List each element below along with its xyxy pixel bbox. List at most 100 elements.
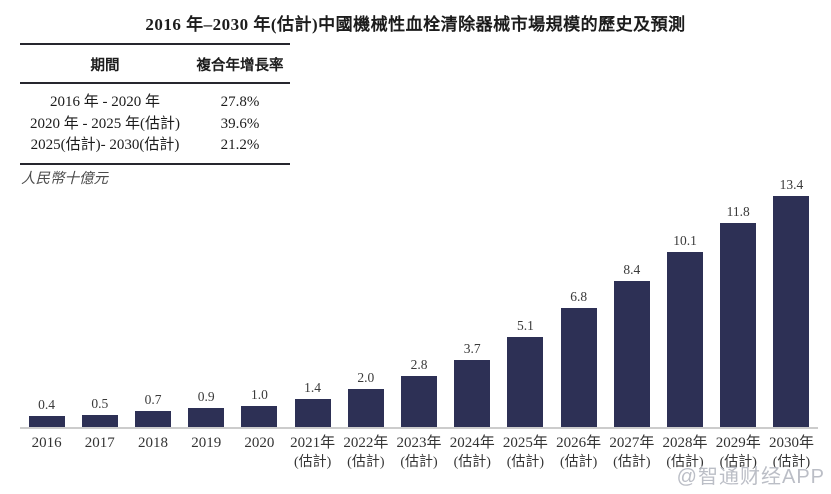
bar bbox=[28, 416, 65, 427]
bar-value-label: 0.7 bbox=[144, 392, 162, 407]
bar-group: 13.4 bbox=[765, 176, 818, 427]
x-axis-tick-label: 2021年 (估計) bbox=[286, 434, 339, 472]
x-axis-estimate-note: (估計) bbox=[453, 455, 491, 470]
bar bbox=[613, 281, 650, 427]
x-axis-estimate-note: (估計) bbox=[559, 455, 598, 470]
watermark: @智通财经APP bbox=[676, 466, 825, 488]
bar-value-label: 6.8 bbox=[570, 289, 588, 304]
cagr-value-cell: 21.2% bbox=[220, 137, 260, 153]
x-axis-tick-label: 2024年 (估計) bbox=[446, 434, 499, 472]
bar-group: 1.0 bbox=[233, 176, 286, 427]
x-axis-estimate-note: (估計) bbox=[666, 455, 704, 470]
x-axis-year: 2025年 bbox=[502, 435, 548, 451]
x-axis-estimate-note: (估計) bbox=[347, 455, 385, 470]
cagr-table-row: 2025(估計)- 2030(估計) 21.2% bbox=[20, 135, 290, 164]
bar bbox=[401, 376, 438, 427]
x-axis-year: 2020 bbox=[244, 435, 275, 451]
x-axis-year: 2027年 bbox=[609, 435, 655, 451]
bar-value-label: 13.4 bbox=[779, 177, 804, 192]
x-axis-year: 2017 bbox=[84, 435, 115, 451]
bar-chart-plot-area: 0.4 0.5 0.7 0.9 1.0 1.4 2.0 2.8 3.7 5.1 6.8 8.4 10.1… bbox=[20, 176, 818, 429]
bar-value-label: 10.1 bbox=[673, 233, 697, 248]
x-axis-year: 2016 bbox=[31, 435, 62, 451]
bar-value-label: 8.4 bbox=[623, 262, 641, 277]
x-axis-tick-label: 2028年 (估計) bbox=[658, 434, 711, 472]
cagr-table-header-period: 期間 bbox=[20, 43, 191, 84]
x-axis-tick-label: 2023年 (估計) bbox=[392, 434, 445, 472]
x-axis-tick-label: 2022年 (估計) bbox=[339, 434, 392, 472]
bar-group: 1.4 bbox=[286, 176, 339, 427]
bar-group: 8.4 bbox=[605, 176, 658, 427]
bar-group: 2.8 bbox=[392, 176, 445, 427]
cagr-period-cell: 2025(估計)- 2030(估計) bbox=[30, 137, 180, 153]
cagr-table-header: 期間 複合年增長率 bbox=[20, 43, 290, 84]
x-axis-tick-label: 2027年 (估計) bbox=[605, 434, 658, 472]
bar-group: 0.7 bbox=[126, 176, 179, 427]
x-axis-year: 2021年 bbox=[290, 435, 336, 451]
bar-value-label: 5.1 bbox=[516, 318, 534, 333]
x-axis-tick-label: 2020 bbox=[233, 434, 286, 472]
bar-group: 0.4 bbox=[20, 176, 73, 427]
cagr-table-row: 2020 年 - 2025 年(估計) 39.6% bbox=[20, 114, 290, 136]
bar bbox=[294, 399, 331, 427]
bar-group: 11.8 bbox=[712, 176, 765, 427]
bar bbox=[720, 223, 757, 427]
x-axis-year: 2028年 bbox=[662, 435, 708, 451]
x-axis-labels: 2016 2017 2018 2019 2020 2021年 (估計) 2022年 (估計) 20… bbox=[20, 434, 818, 472]
bar-value-label: 0.4 bbox=[38, 397, 56, 412]
cagr-table-body: 2016 年 - 2020 年 27.8% 2020 年 - 2025 年(估計) 3… bbox=[20, 83, 290, 164]
bar-group: 2.0 bbox=[339, 176, 392, 427]
x-axis-tick-label: 2030年 (估計) bbox=[765, 434, 818, 472]
bar bbox=[188, 408, 225, 427]
x-axis-year: 2023年 bbox=[396, 435, 442, 451]
x-axis-estimate-note: (估計) bbox=[613, 455, 651, 470]
bar-value-label: 1.4 bbox=[304, 380, 322, 395]
bar-group: 6.8 bbox=[552, 176, 605, 427]
x-axis-year: 2029年 bbox=[715, 435, 761, 451]
bar-value-label: 0.5 bbox=[91, 396, 109, 411]
bar-group: 0.9 bbox=[180, 176, 233, 427]
x-axis-year: 2022年 bbox=[343, 435, 389, 451]
bar-value-label: 2.8 bbox=[410, 357, 428, 372]
bar-value-label: 3.7 bbox=[463, 341, 481, 356]
x-axis-estimate-note: (估計) bbox=[719, 455, 757, 470]
x-axis-year: 2026年 bbox=[556, 435, 602, 451]
bar-group: 3.7 bbox=[446, 176, 499, 427]
x-axis-year: 2019 bbox=[191, 435, 222, 451]
x-axis-tick-label: 2025年 (估計) bbox=[499, 434, 552, 472]
bar-group: 5.1 bbox=[499, 176, 552, 427]
bar bbox=[81, 415, 118, 427]
x-axis-year: 2030年 bbox=[768, 435, 814, 451]
cagr-table-row: 2016 年 - 2020 年 27.8% bbox=[20, 83, 290, 114]
cagr-table-header-cagr: 複合年增長率 bbox=[190, 43, 290, 84]
cagr-value-cell: 39.6% bbox=[220, 115, 260, 132]
cagr-period-cell: 2020 年 - 2025 年(估計) bbox=[30, 115, 181, 132]
bar-value-label: 1.0 bbox=[250, 387, 268, 402]
page-title: 2016 年–2030 年(估計)中國機械性血栓清除器械市場規模的歷史及預測 bbox=[145, 15, 686, 34]
bar-value-label: 0.9 bbox=[197, 389, 215, 404]
x-axis-tick-label: 2016 bbox=[20, 434, 73, 472]
x-axis-tick-label: 2019 bbox=[180, 434, 233, 472]
x-axis-estimate-note: (估計) bbox=[772, 455, 811, 470]
bar bbox=[667, 252, 704, 427]
x-axis-estimate-note: (估計) bbox=[400, 455, 438, 470]
bar bbox=[135, 411, 171, 427]
x-axis-year: 2024年 bbox=[449, 435, 495, 451]
cagr-table-bottom-rule bbox=[20, 162, 290, 166]
x-axis-tick-label: 2018 bbox=[126, 434, 179, 472]
cagr-table: 期間 複合年增長率 2016 年 - 2020 年 27.8% 2020 年 - 2… bbox=[20, 43, 290, 166]
bar-value-label: 11.8 bbox=[726, 204, 750, 219]
x-axis-tick-label: 2017 bbox=[73, 434, 126, 472]
bar bbox=[347, 389, 384, 427]
cagr-period-cell: 2016 年 - 2020 年 bbox=[50, 94, 161, 110]
x-axis-tick-label: 2026年 (估計) bbox=[552, 434, 605, 472]
bar bbox=[560, 308, 597, 427]
x-axis-estimate-note: (估計) bbox=[506, 455, 545, 470]
bar bbox=[241, 406, 278, 427]
x-axis-tick-label: 2029年 (估計) bbox=[712, 434, 765, 472]
bar-group: 0.5 bbox=[73, 176, 126, 427]
x-axis-year: 2018 bbox=[138, 435, 168, 451]
bar-value-label: 2.0 bbox=[357, 370, 375, 385]
bar bbox=[773, 196, 810, 427]
unit-label: 人民幣十億元 bbox=[21, 171, 108, 187]
